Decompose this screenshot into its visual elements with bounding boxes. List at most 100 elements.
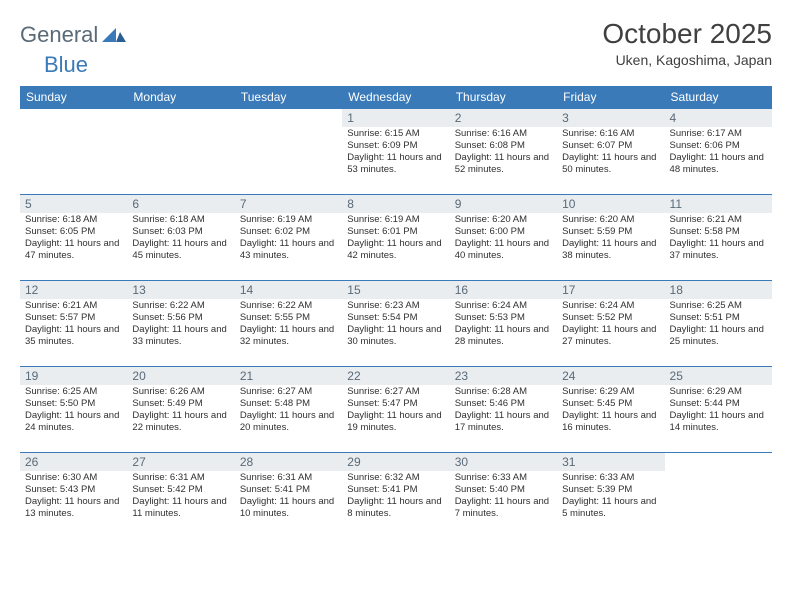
calendar-page: General October 2025 Uken, Kagoshima, Ja… (0, 0, 792, 549)
calendar-day-cell: 30Sunrise: 6:33 AMSunset: 5:40 PMDayligh… (450, 453, 557, 539)
day-details: Sunrise: 6:33 AMSunset: 5:40 PMDaylight:… (450, 471, 557, 523)
day-details: Sunrise: 6:29 AMSunset: 5:45 PMDaylight:… (557, 385, 664, 437)
calendar-day-cell: 2Sunrise: 6:16 AMSunset: 6:08 PMDaylight… (450, 109, 557, 195)
day-number: 6 (127, 195, 234, 213)
calendar-day-cell: 17Sunrise: 6:24 AMSunset: 5:52 PMDayligh… (557, 281, 664, 367)
calendar-day-cell: 29Sunrise: 6:32 AMSunset: 5:41 PMDayligh… (342, 453, 449, 539)
day-number: 11 (665, 195, 772, 213)
day-details: Sunrise: 6:27 AMSunset: 5:48 PMDaylight:… (235, 385, 342, 437)
day-number: 2 (450, 109, 557, 127)
calendar-body: 1Sunrise: 6:15 AMSunset: 6:09 PMDaylight… (20, 109, 772, 539)
calendar-day-cell: 26Sunrise: 6:30 AMSunset: 5:43 PMDayligh… (20, 453, 127, 539)
weekday-header: Monday (127, 86, 234, 109)
calendar-day-cell: 31Sunrise: 6:33 AMSunset: 5:39 PMDayligh… (557, 453, 664, 539)
calendar-day-cell: 4Sunrise: 6:17 AMSunset: 6:06 PMDaylight… (665, 109, 772, 195)
day-details: Sunrise: 6:25 AMSunset: 5:51 PMDaylight:… (665, 299, 772, 351)
calendar-table: SundayMondayTuesdayWednesdayThursdayFrid… (20, 86, 772, 539)
calendar-day-cell: 11Sunrise: 6:21 AMSunset: 5:58 PMDayligh… (665, 195, 772, 281)
calendar-day-cell: 27Sunrise: 6:31 AMSunset: 5:42 PMDayligh… (127, 453, 234, 539)
day-details: Sunrise: 6:28 AMSunset: 5:46 PMDaylight:… (450, 385, 557, 437)
day-number: 7 (235, 195, 342, 213)
brand-mark-icon (102, 22, 126, 48)
day-number: 15 (342, 281, 449, 299)
day-number: 24 (557, 367, 664, 385)
calendar-day-cell: 1Sunrise: 6:15 AMSunset: 6:09 PMDaylight… (342, 109, 449, 195)
brand-word2: Blue (44, 52, 88, 78)
day-number: 14 (235, 281, 342, 299)
calendar-day-cell: 3Sunrise: 6:16 AMSunset: 6:07 PMDaylight… (557, 109, 664, 195)
weekday-header: Tuesday (235, 86, 342, 109)
day-number: 27 (127, 453, 234, 471)
day-details: Sunrise: 6:22 AMSunset: 5:55 PMDaylight:… (235, 299, 342, 351)
day-number: 3 (557, 109, 664, 127)
calendar-week-row: 26Sunrise: 6:30 AMSunset: 5:43 PMDayligh… (20, 453, 772, 539)
calendar-week-row: 5Sunrise: 6:18 AMSunset: 6:05 PMDaylight… (20, 195, 772, 281)
day-details: Sunrise: 6:20 AMSunset: 6:00 PMDaylight:… (450, 213, 557, 265)
calendar-week-row: 19Sunrise: 6:25 AMSunset: 5:50 PMDayligh… (20, 367, 772, 453)
calendar-day-cell (665, 453, 772, 539)
calendar-day-cell: 19Sunrise: 6:25 AMSunset: 5:50 PMDayligh… (20, 367, 127, 453)
day-details: Sunrise: 6:19 AMSunset: 6:02 PMDaylight:… (235, 213, 342, 265)
day-number: 12 (20, 281, 127, 299)
day-number: 8 (342, 195, 449, 213)
day-details: Sunrise: 6:21 AMSunset: 5:57 PMDaylight:… (20, 299, 127, 351)
day-number: 23 (450, 367, 557, 385)
calendar-day-cell: 13Sunrise: 6:22 AMSunset: 5:56 PMDayligh… (127, 281, 234, 367)
day-details: Sunrise: 6:32 AMSunset: 5:41 PMDaylight:… (342, 471, 449, 523)
calendar-day-cell: 24Sunrise: 6:29 AMSunset: 5:45 PMDayligh… (557, 367, 664, 453)
day-number: 22 (342, 367, 449, 385)
calendar-day-cell: 14Sunrise: 6:22 AMSunset: 5:55 PMDayligh… (235, 281, 342, 367)
weekday-header: Wednesday (342, 86, 449, 109)
day-number: 31 (557, 453, 664, 471)
day-number: 28 (235, 453, 342, 471)
day-details: Sunrise: 6:33 AMSunset: 5:39 PMDaylight:… (557, 471, 664, 523)
calendar-day-cell: 20Sunrise: 6:26 AMSunset: 5:49 PMDayligh… (127, 367, 234, 453)
day-details: Sunrise: 6:18 AMSunset: 6:03 PMDaylight:… (127, 213, 234, 265)
calendar-day-cell (20, 109, 127, 195)
calendar-day-cell: 12Sunrise: 6:21 AMSunset: 5:57 PMDayligh… (20, 281, 127, 367)
calendar-day-cell: 18Sunrise: 6:25 AMSunset: 5:51 PMDayligh… (665, 281, 772, 367)
day-number: 20 (127, 367, 234, 385)
calendar-day-cell: 10Sunrise: 6:20 AMSunset: 5:59 PMDayligh… (557, 195, 664, 281)
day-number: 5 (20, 195, 127, 213)
day-details: Sunrise: 6:20 AMSunset: 5:59 PMDaylight:… (557, 213, 664, 265)
day-details: Sunrise: 6:29 AMSunset: 5:44 PMDaylight:… (665, 385, 772, 437)
day-details: Sunrise: 6:30 AMSunset: 5:43 PMDaylight:… (20, 471, 127, 523)
day-number: 19 (20, 367, 127, 385)
day-number: 26 (20, 453, 127, 471)
calendar-week-row: 1Sunrise: 6:15 AMSunset: 6:09 PMDaylight… (20, 109, 772, 195)
calendar-day-cell: 22Sunrise: 6:27 AMSunset: 5:47 PMDayligh… (342, 367, 449, 453)
day-details: Sunrise: 6:27 AMSunset: 5:47 PMDaylight:… (342, 385, 449, 437)
day-details: Sunrise: 6:16 AMSunset: 6:08 PMDaylight:… (450, 127, 557, 179)
day-details: Sunrise: 6:25 AMSunset: 5:50 PMDaylight:… (20, 385, 127, 437)
day-details: Sunrise: 6:23 AMSunset: 5:54 PMDaylight:… (342, 299, 449, 351)
brand-logo: General (20, 18, 126, 48)
day-details: Sunrise: 6:21 AMSunset: 5:58 PMDaylight:… (665, 213, 772, 265)
calendar-day-cell: 9Sunrise: 6:20 AMSunset: 6:00 PMDaylight… (450, 195, 557, 281)
day-details: Sunrise: 6:31 AMSunset: 5:41 PMDaylight:… (235, 471, 342, 523)
day-number: 1 (342, 109, 449, 127)
day-details: Sunrise: 6:18 AMSunset: 6:05 PMDaylight:… (20, 213, 127, 265)
day-number: 25 (665, 367, 772, 385)
weekday-header: Thursday (450, 86, 557, 109)
day-number: 10 (557, 195, 664, 213)
day-details: Sunrise: 6:26 AMSunset: 5:49 PMDaylight:… (127, 385, 234, 437)
calendar-day-cell: 23Sunrise: 6:28 AMSunset: 5:46 PMDayligh… (450, 367, 557, 453)
day-number: 16 (450, 281, 557, 299)
calendar-day-cell: 25Sunrise: 6:29 AMSunset: 5:44 PMDayligh… (665, 367, 772, 453)
calendar-day-cell: 6Sunrise: 6:18 AMSunset: 6:03 PMDaylight… (127, 195, 234, 281)
calendar-day-cell (127, 109, 234, 195)
weekday-header: Saturday (665, 86, 772, 109)
day-details: Sunrise: 6:31 AMSunset: 5:42 PMDaylight:… (127, 471, 234, 523)
weekday-header: Sunday (20, 86, 127, 109)
weekday-header-row: SundayMondayTuesdayWednesdayThursdayFrid… (20, 86, 772, 109)
title-block: October 2025 Uken, Kagoshima, Japan (602, 18, 772, 68)
location-label: Uken, Kagoshima, Japan (602, 52, 772, 68)
calendar-day-cell: 16Sunrise: 6:24 AMSunset: 5:53 PMDayligh… (450, 281, 557, 367)
day-details: Sunrise: 6:16 AMSunset: 6:07 PMDaylight:… (557, 127, 664, 179)
day-number: 21 (235, 367, 342, 385)
day-number: 13 (127, 281, 234, 299)
month-title: October 2025 (602, 18, 772, 50)
day-details: Sunrise: 6:15 AMSunset: 6:09 PMDaylight:… (342, 127, 449, 179)
calendar-day-cell: 7Sunrise: 6:19 AMSunset: 6:02 PMDaylight… (235, 195, 342, 281)
